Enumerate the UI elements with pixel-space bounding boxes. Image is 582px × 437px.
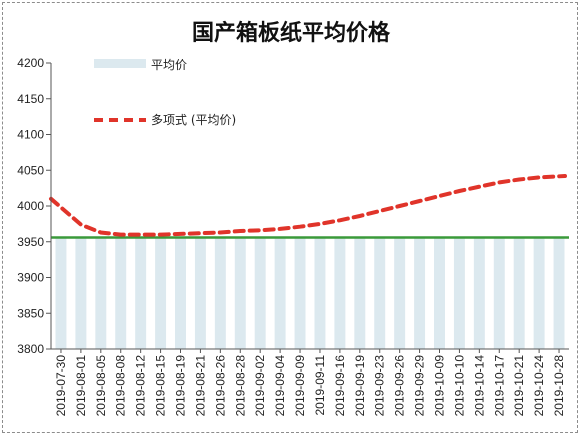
x-tick-label: 2019-08-21 (193, 355, 207, 417)
bar (394, 237, 406, 349)
x-axis-ticks: 2019-07-30 2019-08-01 2019-08-05 2019-08-08… (54, 349, 566, 416)
x-tick-label: 2019-09-09 (293, 355, 307, 417)
x-tick-label: 2019-09-19 (353, 355, 367, 417)
bar (234, 237, 246, 349)
bar (354, 237, 366, 349)
bar (533, 237, 545, 349)
x-tick-label: 2019-10-14 (472, 355, 486, 417)
x-tick-label: 2019-09-29 (413, 355, 427, 417)
y-tick-label: 4050 (17, 163, 44, 177)
y-tick-label: 4100 (17, 128, 44, 142)
bar (334, 237, 346, 349)
x-tick-label: 2019-10-09 (433, 355, 447, 417)
bar (135, 237, 147, 349)
bar (115, 237, 127, 349)
bar (453, 237, 465, 349)
bar (254, 237, 266, 349)
bar (55, 237, 67, 349)
bar (294, 237, 306, 349)
bar (75, 237, 87, 349)
bar (513, 237, 525, 349)
legend-label-trend: 多项式 (平均价) (151, 113, 236, 127)
y-tick-label: 3900 (17, 271, 44, 285)
x-tick-label: 2019-09-16 (333, 355, 347, 417)
bar (155, 237, 167, 349)
bar (374, 237, 386, 349)
trendline-series (49, 174, 567, 237)
bar (414, 237, 426, 349)
x-tick-label: 2019-09-02 (253, 355, 267, 417)
bar (214, 237, 226, 349)
y-tick-label: 3800 (17, 342, 44, 356)
y-axis-ticks: 3800 3850 3900 3950 4000 4050 4100 4150 4200 (17, 56, 51, 356)
legend-swatch-bar (94, 59, 146, 68)
plot-background (51, 63, 569, 349)
x-tick-label: 2019-10-10 (452, 355, 466, 417)
x-tick-label: 2019-07-30 (54, 355, 68, 417)
chart-frame: 国产箱板纸平均价格 3800 3850 3900 3950 4000 4050 4100 41… (2, 2, 578, 433)
bar (493, 237, 505, 349)
bar (553, 237, 565, 349)
bar-series (55, 237, 565, 349)
bar (175, 237, 186, 349)
bar (274, 237, 286, 349)
x-tick-label: 2019-10-28 (552, 355, 566, 417)
x-tick-label: 2019-09-23 (373, 355, 387, 417)
legend: 平均价 多项式 (平均价) (94, 58, 236, 127)
x-tick-label: 2019-08-28 (233, 355, 247, 417)
x-tick-label: 2019-10-21 (512, 355, 526, 417)
x-tick-label: 2019-08-26 (213, 355, 227, 417)
bar (194, 237, 206, 349)
bar (473, 237, 485, 349)
x-tick-label: 2019-09-26 (393, 355, 407, 417)
x-tick-label: 2019-08-01 (74, 355, 88, 417)
x-tick-label: 2019-08-08 (114, 355, 128, 417)
x-tick-label: 2019-08-19 (174, 355, 188, 417)
x-tick-label: 2019-08-12 (134, 355, 148, 417)
x-tick-label: 2019-09-11 (313, 355, 327, 416)
x-tick-label: 2019-09-04 (273, 355, 287, 417)
y-tick-label: 3850 (17, 306, 44, 320)
bar (434, 237, 445, 349)
plot-area: 3800 3850 3900 3950 4000 4050 4100 4150 4200 201… (17, 56, 569, 416)
y-tick-label: 3950 (17, 235, 44, 249)
x-tick-label: 2019-08-15 (154, 355, 168, 417)
bar (314, 237, 326, 349)
legend-label-bar: 平均价 (151, 58, 187, 72)
x-tick-label: 2019-10-24 (532, 355, 546, 417)
chart-svg: 国产箱板纸平均价格 3800 3850 3900 3950 4000 4050 4100 41… (17, 20, 569, 416)
chart-title: 国产箱板纸平均价格 (192, 20, 391, 46)
y-tick-label: 4000 (17, 199, 44, 213)
y-tick-label: 4200 (17, 56, 44, 70)
y-tick-label: 4150 (17, 92, 44, 106)
x-tick-label: 2019-08-05 (94, 355, 108, 417)
bar (95, 237, 107, 349)
x-tick-label: 2019-10-17 (492, 355, 506, 417)
